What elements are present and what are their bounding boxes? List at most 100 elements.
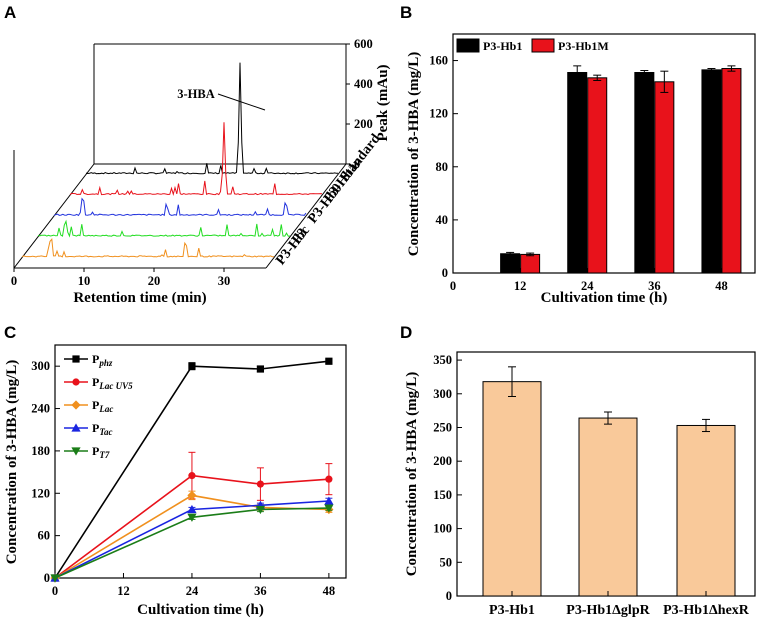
- legend-label-c-main: P: [92, 352, 99, 366]
- legend-label-c-sub: T7: [99, 450, 109, 460]
- tick-label-d-y: 50: [440, 555, 453, 569]
- axis-title-b-x: Cultivation time (h): [541, 290, 668, 306]
- tick-label-b-x: 0: [450, 279, 456, 293]
- point-c-4: [50, 574, 60, 583]
- panel-d-bar-chart: 0 50 100 150 200 250 300 350 P3-Hb1 P3-Hb1ΔglpR P3…: [404, 351, 756, 618]
- plot-frame-c: [54, 344, 347, 579]
- tick-label-c-y: 60: [38, 529, 51, 543]
- axis-title-b-y: Concentration of 3-HBA (mg/L): [406, 52, 422, 257]
- legend-label-c-main: P: [92, 421, 99, 435]
- tick-label-d-x: P3-Hb1ΔglpR: [566, 603, 650, 618]
- tick-label-d-x: P3-Hb1ΔhexR: [663, 603, 750, 618]
- point-c-4: [187, 513, 197, 522]
- trace-p3: [37, 219, 291, 238]
- legend-marker-c: [71, 447, 81, 456]
- legend-label-c: Pphz: [92, 352, 113, 368]
- bar-d-1: [578, 417, 638, 597]
- legend-label-c-sub: Tac: [99, 427, 112, 437]
- point-c-0: [256, 365, 265, 373]
- bar-d-0: [482, 381, 542, 597]
- trace-standard: [85, 62, 339, 175]
- panel-letter-d: D: [400, 323, 412, 342]
- legend-label-b: P3-Hb1: [483, 39, 522, 53]
- trace-label-p3-hb0: P3-Hb0: [305, 181, 345, 226]
- trace-p3-hb0: [53, 197, 307, 217]
- tick-label-b-x: 36: [648, 279, 661, 293]
- bar-b-p3-hb1: [634, 72, 655, 274]
- point-c-1: [256, 480, 265, 488]
- trace-label-p3-hbc: P3-Hbc: [273, 223, 313, 268]
- bar-b-p3-hb1m: [721, 68, 742, 274]
- tick-label-a-x: 20: [148, 274, 161, 288]
- legend-marker-c: [71, 423, 81, 432]
- tick-label-d-x: P3-Hb1: [489, 603, 535, 618]
- legend-label-c-main: P: [92, 398, 99, 412]
- axis-title-d-y: Concentration of 3-HBA (mg/L): [404, 372, 420, 577]
- axis-a-depth-right: [265, 163, 347, 269]
- tick-label-a-y: 0: [354, 157, 360, 171]
- bar-d-2: [676, 424, 736, 597]
- bar-b-p3-hb1m: [587, 77, 608, 274]
- tick-label-b-y: 0: [442, 266, 448, 280]
- point-c-1: [325, 475, 333, 483]
- trace-p3-hb1: [69, 122, 323, 197]
- tick-label-a-y: 200: [354, 117, 373, 131]
- point-c-4: [324, 504, 334, 513]
- tick-label-c-x: 48: [323, 584, 336, 598]
- tick-label-c-y: 300: [31, 359, 50, 373]
- annotation-3hba: 3-HBA: [177, 87, 215, 101]
- tick-label-d-y: 350: [433, 353, 452, 367]
- legend-label-c-sub: Lac UV5: [98, 381, 133, 391]
- legend-swatch-b: [456, 38, 480, 53]
- tick-label-c-y: 180: [31, 444, 50, 458]
- point-c-0: [188, 362, 196, 370]
- bar-b-p3-hb1m: [520, 253, 541, 274]
- axis-title-a-y: Peak (mAu): [375, 64, 391, 141]
- bar-b-p3-hb1: [567, 72, 588, 274]
- tick-label-d-y: 150: [433, 488, 452, 502]
- tick-label-d-y: 250: [433, 420, 452, 434]
- tick-label-b-x: 12: [514, 279, 527, 293]
- tick-label-a-y: 600: [354, 37, 373, 51]
- legend-label-b: P3-Hb1M: [558, 39, 609, 53]
- point-c-3: [187, 504, 197, 514]
- tick-label-c-x: 12: [117, 584, 130, 598]
- tick-label-b-y: 40: [436, 213, 449, 227]
- legend-label-c-sub: phz: [98, 358, 113, 368]
- legend-marker-c: [72, 378, 80, 386]
- point-c-1: [188, 472, 196, 480]
- axis-a-depth-left: [13, 163, 95, 269]
- bar-b-p3-hb1: [701, 69, 722, 274]
- bar-b-p3-hb1m: [654, 81, 675, 274]
- panel-a-chromatogram: 0 10 20 30 0 200 400 600 Retention time (min) Pea…: [11, 37, 391, 306]
- line-c-4: [54, 507, 329, 579]
- tick-label-b-x: 24: [581, 279, 594, 293]
- tick-label-b-y: 120: [429, 107, 448, 121]
- tick-label-a-x: 30: [218, 274, 231, 288]
- tick-label-a-y: 400: [354, 77, 373, 91]
- trace-p3-hbc: [21, 237, 275, 258]
- legend-label-c: PLac: [92, 398, 113, 414]
- tick-label-c-x: 24: [186, 584, 199, 598]
- tick-label-d-y: 0: [446, 589, 452, 603]
- tick-label-c-y: 120: [31, 486, 50, 500]
- bar-b-p3-hb1: [500, 253, 521, 274]
- tick-label-d-y: 100: [433, 522, 452, 536]
- axis-title-c-x: Cultivation time (h): [137, 602, 264, 618]
- tick-label-d-y: 300: [433, 387, 452, 401]
- tick-label-c-y: 240: [31, 402, 50, 416]
- legend-label-c-main: P: [92, 444, 99, 458]
- point-c-2: [187, 490, 197, 500]
- legend-swatch-b: [531, 38, 555, 53]
- point-c-3: [324, 496, 334, 505]
- panel-b-bar-chart: 0 12 24 36 48 0 40 80 120 160 P3-Hb1 P3-Hb1M Cultiva…: [406, 33, 756, 306]
- axis-title-a-x: Retention time (min): [73, 290, 206, 306]
- tick-label-a-x: 10: [78, 274, 91, 288]
- legend-label-c-sub: Lac: [98, 404, 113, 414]
- tick-label-b-x: 48: [715, 279, 728, 293]
- point-c-4: [255, 505, 266, 515]
- legend-label-c: PLac UV5: [92, 375, 133, 391]
- legend-label-c-main: P: [92, 375, 99, 389]
